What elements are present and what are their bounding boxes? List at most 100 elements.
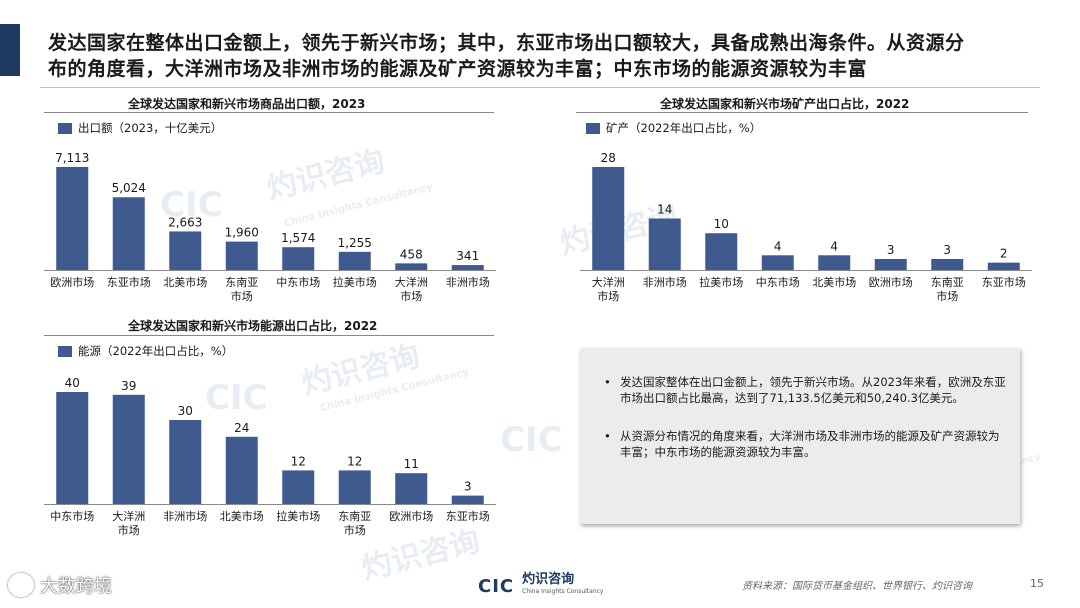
page-title-line2: 布的角度看，大洋洲市场及非洲市场的能源及矿产资源较为丰富；中东市场的能源资源较为… xyxy=(48,58,868,80)
category-label: 市场 xyxy=(231,289,253,303)
bar xyxy=(818,255,851,270)
bar xyxy=(395,263,428,270)
bar xyxy=(56,167,89,270)
source-note: 资料来源：国际货币基金组织、世界银行、灼识咨询 xyxy=(742,581,972,592)
bar-value-label: 14 xyxy=(657,203,672,217)
bar-value-label: 10 xyxy=(714,217,729,231)
category-label: 大洋洲 xyxy=(592,275,625,289)
category-label: 中东市场 xyxy=(276,275,320,289)
brand-label: 大数跨境 xyxy=(40,576,112,597)
chart2-title-underline xyxy=(576,112,1028,113)
bar-value-label: 3 xyxy=(943,243,951,257)
chart3-legend-label: 能源（2022年出口占比，%） xyxy=(78,344,234,358)
page-title-line1: 发达国家在整体出口金额上，领先于新兴市场；其中，东亚市场出口额较大，具备成熟出海… xyxy=(48,32,965,54)
legend-swatch xyxy=(58,345,72,357)
bar-value-label: 5,024 xyxy=(112,181,146,195)
bar xyxy=(338,470,371,504)
header-divider xyxy=(40,87,1040,88)
bar-value-label: 30 xyxy=(178,404,193,418)
bar xyxy=(931,258,964,270)
bar-value-label: 12 xyxy=(347,454,362,468)
bar xyxy=(338,251,371,270)
category-label: 大洋洲 xyxy=(395,275,428,289)
category-label: 东亚市场 xyxy=(107,275,151,289)
bar-value-label: 341 xyxy=(456,249,479,263)
bar xyxy=(56,392,89,504)
chart2-legend: 矿产（2022年出口占比，%） xyxy=(586,120,761,136)
header-accent-bar xyxy=(0,24,20,76)
bar xyxy=(282,470,315,504)
chart3-title-underline xyxy=(44,335,494,336)
legend-swatch xyxy=(58,122,72,134)
category-label: 北美市场 xyxy=(812,275,856,289)
category-label: 欧洲市场 xyxy=(389,509,433,523)
summary-bullet-1: 发达国家整体在出口金额上，领先于新兴市场。从2023年来看，欧洲及东亚市场出口额… xyxy=(604,374,1006,406)
summary-bullet-2: 从资源分布情况的角度来看，大洋洲市场及非洲市场的能源及矿产资源较为丰富；中东市场… xyxy=(604,428,1006,460)
chart2-mineral-share: 28 大洋洲市场 14 非洲市场 10 拉美市场 4 中东市场 4 北美市场 3 欧洲市场 3 东南亚市场… xyxy=(580,151,1032,303)
legend-swatch xyxy=(586,122,600,134)
bar-value-label: 28 xyxy=(601,151,616,165)
bar-value-label: 458 xyxy=(400,247,423,261)
category-label: 市场 xyxy=(344,523,366,537)
bar xyxy=(761,255,794,270)
category-label: 拉美市场 xyxy=(333,275,377,289)
page-number: 15 xyxy=(1030,577,1044,590)
bar-value-label: 12 xyxy=(291,454,306,468)
footer-logo-cn: 灼识咨询 xyxy=(522,572,575,587)
bar xyxy=(225,241,258,270)
brand-watermark: 大数跨境 xyxy=(8,572,112,598)
category-label: 拉美市场 xyxy=(276,509,320,523)
chart3-title: 全球发达国家和新兴市场能源出口占比，2022 xyxy=(128,319,378,333)
bar xyxy=(112,197,145,270)
chart1-legend-label: 出口额（2023，十亿美元） xyxy=(78,121,223,135)
bar-value-label: 1,574 xyxy=(281,231,315,245)
bar xyxy=(987,262,1020,270)
bar xyxy=(451,265,484,270)
chart1-title-underline xyxy=(44,112,494,113)
category-label: 市场 xyxy=(400,289,422,303)
chart1-legend: 出口额（2023，十亿美元） xyxy=(58,120,222,136)
category-label: 东南亚 xyxy=(931,276,964,289)
bar-value-label: 1,960 xyxy=(225,226,259,240)
category-label: 东亚市场 xyxy=(446,509,490,523)
brand-icon xyxy=(8,573,34,597)
bar-value-label: 2 xyxy=(1000,247,1008,261)
footer-logo-en: China Insights Consultancy xyxy=(522,588,604,595)
footer-logo: CIC 灼识咨询 China Insights Consultancy xyxy=(478,572,604,598)
category-label: 东南亚 xyxy=(225,276,258,289)
bar-value-label: 24 xyxy=(234,421,249,435)
category-label: 东亚市场 xyxy=(982,275,1026,289)
category-label: 中东市场 xyxy=(50,509,94,523)
bar-value-label: 7,113 xyxy=(55,151,89,165)
chart3-legend: 能源（2022年出口占比，%） xyxy=(58,343,233,359)
bar xyxy=(112,394,145,504)
bar xyxy=(395,473,428,504)
chart2-legend-label: 矿产（2022年出口占比，%） xyxy=(606,121,762,135)
bar xyxy=(282,247,315,270)
category-label: 市场 xyxy=(118,523,140,537)
bar xyxy=(451,495,484,504)
category-label: 非洲市场 xyxy=(163,509,207,523)
bar-value-label: 3 xyxy=(887,243,895,257)
category-label: 市场 xyxy=(936,289,958,303)
footer-logo-abbr: CIC xyxy=(478,575,515,597)
bar xyxy=(648,218,681,270)
category-label: 欧洲市场 xyxy=(869,275,913,289)
category-label: 北美市场 xyxy=(163,275,207,289)
bar-value-label: 4 xyxy=(830,239,838,253)
summary-notes-box: 发达国家整体在出口金额上，领先于新兴市场。从2023年来看，欧洲及东亚市场出口额… xyxy=(580,348,1020,524)
chart2-title: 全球发达国家和新兴市场矿产出口占比，2022 xyxy=(660,97,910,111)
bar-value-label: 4 xyxy=(774,239,782,253)
chart1-title: 全球发达国家和新兴市场商品出口额，2023 xyxy=(128,97,366,111)
bar-value-label: 40 xyxy=(65,376,80,390)
category-label: 东南亚 xyxy=(338,510,371,523)
bar xyxy=(592,167,625,270)
bar-value-label: 11 xyxy=(404,457,419,471)
category-label: 北美市场 xyxy=(220,509,264,523)
bar-value-label: 39 xyxy=(121,379,136,393)
bar-value-label: 2,663 xyxy=(168,215,202,229)
bar xyxy=(705,233,738,270)
category-label: 市场 xyxy=(597,289,619,303)
